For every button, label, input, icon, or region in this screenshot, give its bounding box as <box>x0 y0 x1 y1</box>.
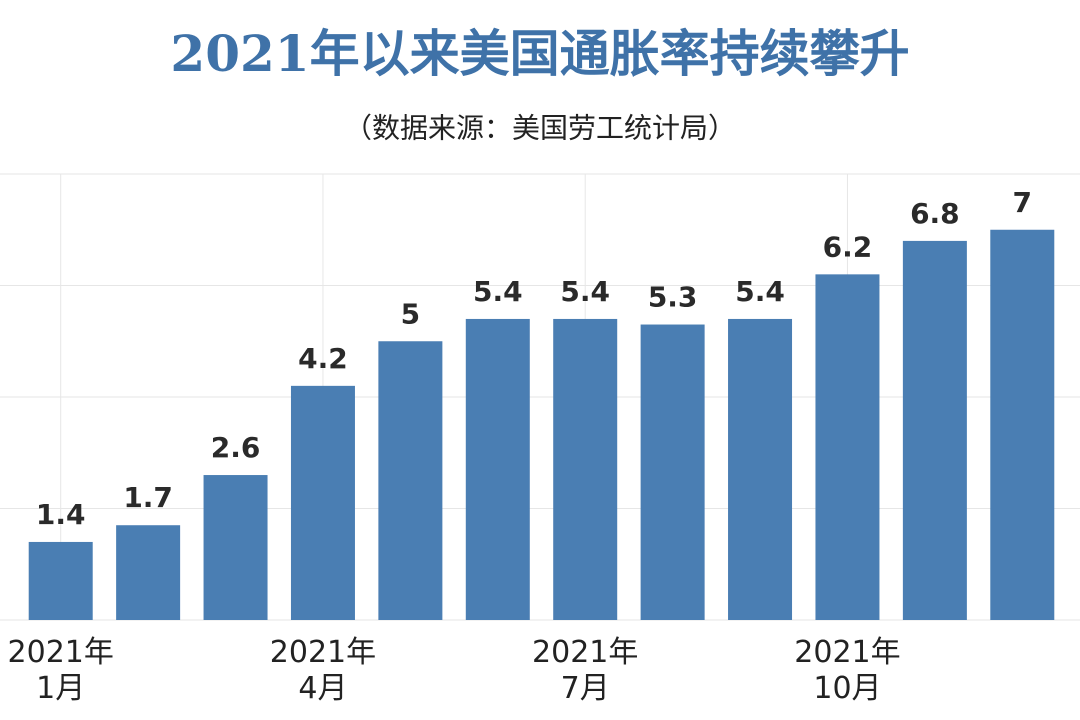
x-tick-label: 2021年 1月 <box>8 635 114 706</box>
value-label: 5.3 <box>648 281 698 314</box>
bar <box>990 229 1055 620</box>
value-label: 7 <box>1013 186 1032 219</box>
bar <box>203 475 268 620</box>
value-label: 6.2 <box>823 230 873 263</box>
x-tick-label: 2021年 10月 <box>794 635 900 706</box>
value-label: 4.2 <box>298 342 348 375</box>
x-tick-label: 2021年 7月 <box>532 635 638 706</box>
bar <box>728 318 793 620</box>
chart-subtitle: （数据来源：美国劳工统计局） <box>344 112 736 145</box>
value-label: 6.8 <box>910 197 960 230</box>
value-label: 5.4 <box>735 275 785 308</box>
bar <box>902 240 967 620</box>
bar <box>553 318 618 620</box>
value-label: 5 <box>401 297 420 330</box>
value-label: 5.4 <box>560 275 610 308</box>
bar <box>378 341 443 620</box>
x-tick-label: 2021年 4月 <box>270 635 376 706</box>
bar <box>465 318 530 620</box>
value-label: 1.4 <box>36 498 86 531</box>
value-label: 1.7 <box>123 481 173 514</box>
bar <box>28 541 93 620</box>
bar <box>815 274 880 620</box>
bar <box>116 525 181 620</box>
value-label: 2.6 <box>211 431 261 464</box>
value-label: 5.4 <box>473 275 523 308</box>
bar <box>640 324 705 620</box>
bar <box>290 385 355 620</box>
chart-title: 2021年以来美国通胀率持续攀升 <box>170 24 909 83</box>
